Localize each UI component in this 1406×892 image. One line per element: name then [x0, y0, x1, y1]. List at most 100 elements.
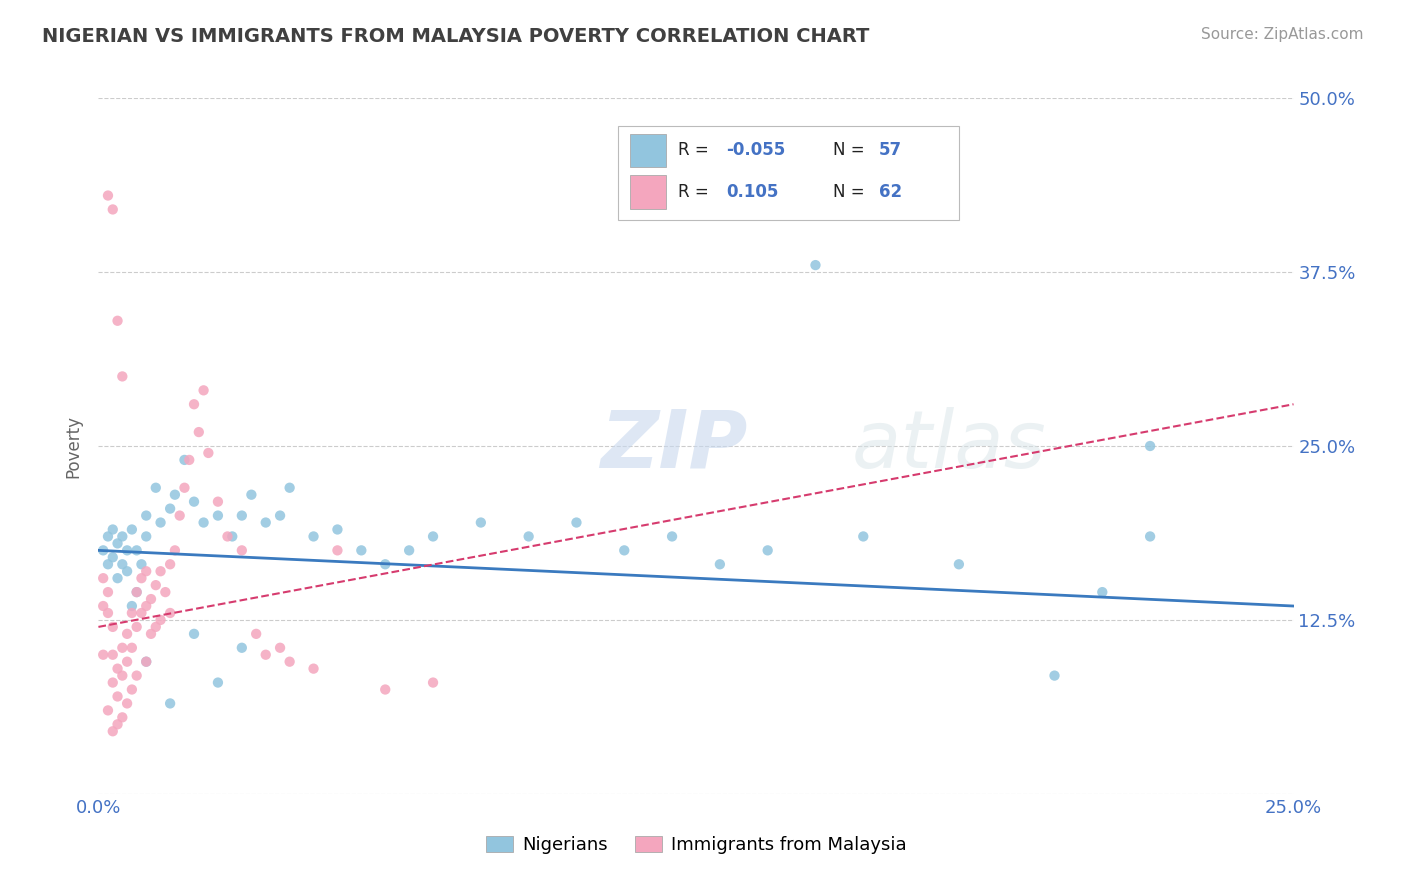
Point [125, 585, 148, 599]
Point [217, 529, 239, 543]
Point [91, 543, 114, 558]
Point [115, 627, 138, 641]
Point [131, 606, 153, 620]
Point [470, 516, 492, 530]
Point [97, 585, 120, 599]
Point [756, 543, 779, 558]
Point [91, 571, 114, 585]
Point [159, 558, 181, 572]
Point [115, 564, 138, 578]
Point [169, 508, 191, 523]
Text: R =: R = [678, 141, 714, 160]
Point [269, 508, 291, 523]
Point [565, 516, 588, 530]
Point [179, 453, 201, 467]
Point [101, 724, 124, 739]
Point [97, 606, 120, 620]
Point [326, 543, 349, 558]
Point [131, 571, 153, 585]
Point [121, 523, 143, 537]
Text: 62: 62 [879, 183, 901, 201]
Point [135, 655, 157, 669]
Point [159, 501, 181, 516]
Point [115, 697, 138, 711]
Point [207, 675, 229, 690]
Text: N =: N = [834, 141, 870, 160]
Point [221, 529, 243, 543]
Point [97, 188, 120, 202]
Point [193, 516, 215, 530]
Point [139, 627, 162, 641]
Point [111, 668, 134, 682]
Point [254, 516, 277, 530]
Point [173, 481, 195, 495]
Point [207, 508, 229, 523]
Point [135, 655, 157, 669]
Point [121, 640, 143, 655]
Point [163, 543, 186, 558]
Point [101, 675, 124, 690]
Point [107, 690, 129, 704]
Point [91, 648, 114, 662]
Point [193, 384, 215, 398]
Point [121, 606, 143, 620]
Text: R =: R = [678, 183, 720, 201]
Point [398, 543, 420, 558]
Text: 0.105: 0.105 [725, 183, 779, 201]
Point [107, 717, 129, 731]
Point [269, 640, 291, 655]
Point [159, 697, 181, 711]
Point [183, 397, 205, 411]
Point [135, 529, 157, 543]
Point [91, 599, 114, 613]
Point [350, 543, 373, 558]
Point [125, 668, 148, 682]
Point [111, 710, 134, 724]
Point [115, 543, 138, 558]
Text: atlas: atlas [852, 407, 1046, 485]
Point [135, 508, 157, 523]
Point [613, 543, 636, 558]
Point [131, 558, 153, 572]
Point [231, 543, 253, 558]
Point [422, 529, 444, 543]
Point [111, 529, 134, 543]
Point [97, 703, 120, 717]
Point [125, 620, 148, 634]
Point [302, 529, 325, 543]
Point [159, 606, 181, 620]
Point [207, 494, 229, 508]
Point [101, 523, 124, 537]
Point [145, 620, 167, 634]
Text: NIGERIAN VS IMMIGRANTS FROM MALAYSIA POVERTY CORRELATION CHART: NIGERIAN VS IMMIGRANTS FROM MALAYSIA POV… [42, 27, 869, 45]
Y-axis label: Poverty: Poverty [65, 415, 83, 477]
Point [145, 578, 167, 592]
Point [302, 662, 325, 676]
Point [422, 675, 444, 690]
Point [245, 627, 267, 641]
Point [149, 564, 172, 578]
Point [101, 550, 124, 565]
Point [1043, 668, 1066, 682]
Legend: Nigerians, Immigrants from Malaysia: Nigerians, Immigrants from Malaysia [478, 829, 914, 862]
Point [107, 536, 129, 550]
Point [135, 564, 157, 578]
Point [187, 425, 209, 439]
Point [121, 682, 143, 697]
Point [111, 369, 134, 384]
Point [101, 202, 124, 217]
FancyBboxPatch shape [630, 134, 666, 167]
Point [149, 613, 172, 627]
Point [183, 494, 205, 508]
Point [155, 585, 177, 599]
Text: Source: ZipAtlas.com: Source: ZipAtlas.com [1201, 27, 1364, 42]
Point [197, 446, 219, 460]
Point [145, 481, 167, 495]
Point [97, 558, 120, 572]
Point [326, 523, 349, 537]
Point [107, 662, 129, 676]
Point [111, 558, 134, 572]
Point [121, 599, 143, 613]
Point [135, 599, 157, 613]
Point [107, 571, 129, 585]
